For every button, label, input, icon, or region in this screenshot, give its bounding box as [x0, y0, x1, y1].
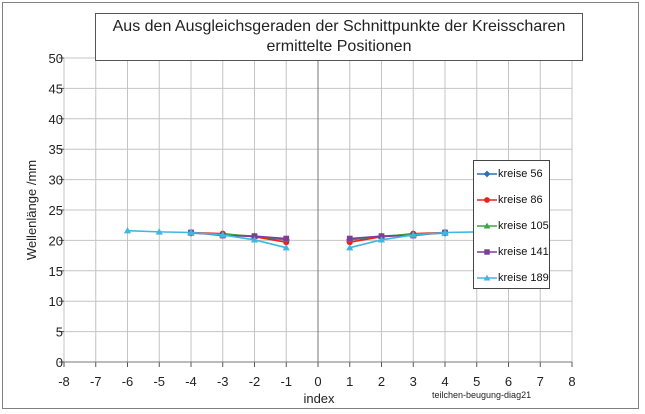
legend: kreise 56 kreise 86 kreise 105 kreise 141 kr… [473, 160, 550, 289]
footnote: teilchen-beugung-diag21 [432, 390, 532, 400]
chart-title-line-2: ermittelte Positionen [266, 38, 412, 55]
legend-label: kreise 86 [498, 194, 543, 206]
data-point [378, 233, 385, 240]
data-point [377, 236, 386, 243]
legend-swatch [477, 274, 497, 281]
legend-swatch [477, 197, 497, 203]
legend-marker [483, 222, 491, 229]
x-tick-label: -5 [153, 374, 165, 389]
y-tick-label: 50 [49, 51, 63, 66]
data-point [346, 235, 353, 242]
x-tick-label: -4 [185, 374, 197, 389]
y-tick-label: 35 [49, 142, 63, 157]
x-tick-label: -1 [280, 374, 292, 389]
x-tick-label: 5 [473, 374, 480, 389]
legend-item: kreise 86 [474, 190, 549, 216]
x-tick-label: 7 [537, 374, 544, 389]
y-tick-label: 5 [56, 325, 63, 340]
data-point [346, 244, 354, 251]
y-tick-label: 40 [49, 112, 63, 127]
data-point [123, 227, 132, 234]
x-tick-label: 1 [346, 374, 353, 389]
legend-marker [483, 274, 491, 281]
data-point [251, 233, 258, 240]
x-axis-title: index [303, 391, 335, 406]
legend-item: kreise 189 [474, 268, 549, 294]
legend-label: kreise 105 [498, 220, 549, 232]
legend-label: kreise 141 [498, 246, 549, 258]
chart-title-line-1: Aus den Ausgleichsgeraden der Schnittpun… [112, 18, 566, 35]
legend-item: kreise 141 [474, 242, 549, 268]
legend-item: kreise 105 [474, 216, 549, 242]
data-point [282, 244, 290, 251]
x-tick-label: 3 [410, 374, 417, 389]
data-point [409, 231, 417, 238]
y-tick-label: 25 [49, 203, 63, 218]
x-tick-label: -8 [58, 374, 70, 389]
y-tick-label: 20 [49, 233, 63, 248]
x-tick-label: -3 [217, 374, 229, 389]
legend-marker [484, 249, 490, 255]
legend-marker [484, 197, 490, 203]
series-line [127, 229, 287, 249]
legend-label: kreise 189 [498, 272, 549, 284]
legend-swatch [477, 249, 497, 255]
y-tick-label: 45 [49, 81, 63, 96]
y-tick-label: 15 [49, 264, 63, 279]
y-axis-title: Wellenlänge /mm [24, 160, 39, 260]
data-point [187, 228, 195, 236]
x-tick-label: 0 [314, 374, 321, 389]
y-tick-label: 0 [56, 355, 63, 370]
y-tick-label: 10 [49, 294, 63, 309]
data-point [283, 235, 290, 242]
tick-label-layer: -8 -7 -6 -5 -4 -3 -2 -1 0 1 2 3 4 5 6 7 8051015202530354… [49, 51, 576, 389]
legend-swatch [477, 170, 497, 178]
legend-swatch [477, 222, 497, 229]
data-point [155, 228, 163, 235]
legend-marker [483, 170, 491, 178]
x-tick-label: 2 [378, 374, 385, 389]
data-point [250, 236, 259, 243]
x-tick-label: 6 [505, 374, 512, 389]
x-tick-label: -6 [122, 374, 134, 389]
x-tick-label: 4 [441, 374, 448, 389]
chart-title: Aus den Ausgleichsgeraden der Schnittpun… [95, 13, 583, 61]
x-tick-label: -7 [90, 374, 102, 389]
axis-layer [59, 57, 573, 367]
y-tick-label: 30 [49, 173, 63, 188]
legend-label: kreise 56 [498, 168, 543, 180]
data-point [441, 228, 449, 236]
data-point [219, 231, 227, 238]
legend-item: kreise 56 [474, 164, 549, 190]
x-tick-label: 8 [568, 374, 575, 389]
x-tick-label: -2 [249, 374, 261, 389]
